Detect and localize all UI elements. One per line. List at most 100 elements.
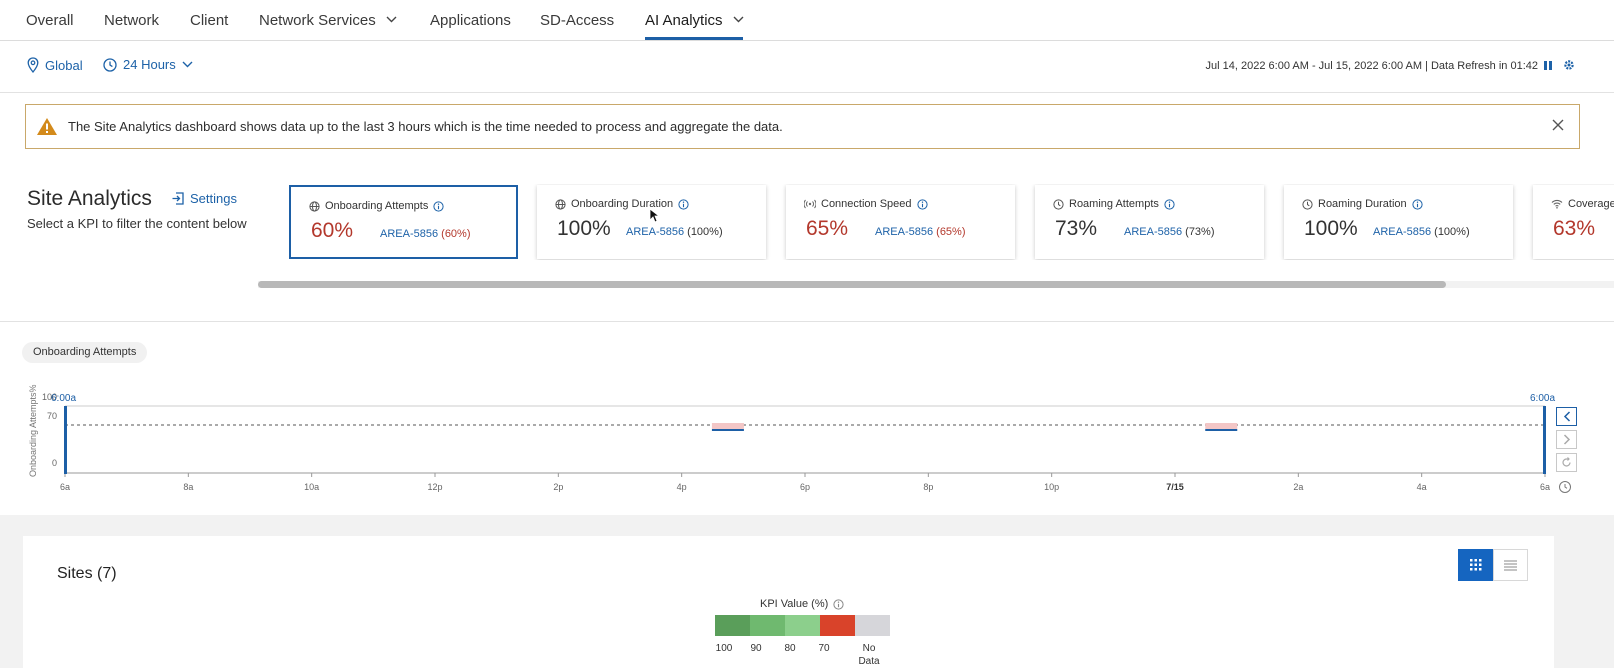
tab-label: AI Analytics — [645, 12, 723, 29]
legend-swatch — [750, 615, 785, 636]
x-tick-labels: 6a 8a 10a 12p 2p 4p 6p 8p 10p 7/15 2a 4a 6a — [60, 482, 1550, 492]
timeline-forward-button[interactable] — [1556, 430, 1577, 449]
location-selector[interactable]: Global — [27, 57, 83, 73]
tab-applications[interactable]: Applications — [430, 12, 511, 29]
tab-network-services[interactable]: Network Services — [259, 12, 397, 29]
kpi-card-onboarding-attempts[interactable]: Onboarding Attempts 60% AREA-5856 (60%) — [289, 185, 518, 259]
close-icon[interactable] — [1551, 118, 1565, 132]
kpi-card-onboarding-duration[interactable]: Onboarding Duration 100% AREA-5856 (100%… — [537, 185, 766, 259]
kpi-area: AREA-5856 (73%) — [1124, 226, 1215, 238]
active-tab-indicator — [645, 37, 743, 40]
kpi-area-name[interactable]: AREA-5856 — [1373, 226, 1432, 238]
pause-icon[interactable] — [1544, 61, 1552, 70]
info-icon[interactable] — [833, 598, 844, 610]
kpi-card-coverage[interactable]: Coverage 63% — [1533, 185, 1614, 259]
tab-ai-analytics[interactable]: AI Analytics — [645, 12, 744, 29]
tab-label: Client — [190, 12, 229, 29]
mouse-cursor-icon — [649, 208, 659, 223]
info-banner: The Site Analytics dashboard shows data … — [25, 104, 1580, 149]
legend-title-text: KPI Value (%) — [760, 598, 829, 610]
info-icon[interactable] — [1164, 198, 1175, 210]
kpi-scrollbar[interactable] — [258, 281, 1446, 288]
range-handle-start[interactable] — [64, 406, 67, 474]
signal-icon — [804, 199, 816, 209]
x-tick-label: 4p — [677, 482, 687, 492]
timeline-reset-button[interactable] — [1556, 453, 1577, 472]
x-tick-label: 8p — [923, 482, 933, 492]
settings-link[interactable]: Settings — [172, 191, 237, 206]
kpi-name: Onboarding Duration — [571, 198, 674, 210]
clock-icon — [1053, 198, 1064, 210]
globe-icon — [555, 198, 566, 210]
x-ticks — [64, 473, 1546, 477]
chevron-right-icon — [1563, 434, 1570, 445]
kpi-value: 100% — [557, 217, 611, 240]
time-range-label: 24 Hours — [123, 57, 176, 72]
list-icon — [1504, 560, 1517, 570]
list-view-button[interactable] — [1493, 549, 1528, 581]
location-pin-icon — [27, 57, 39, 73]
wifi-icon — [1551, 199, 1563, 209]
tab-client[interactable]: Client — [190, 12, 228, 29]
y-tick-label: 100 — [42, 392, 57, 402]
kpi-header: Roaming Attempts — [1053, 198, 1175, 210]
x-tick-label: 10p — [1044, 482, 1059, 492]
kpi-value: 60% — [311, 219, 354, 242]
y-axis-label: Onboarding Attempts% — [28, 384, 38, 477]
kpi-header: Connection Speed — [804, 198, 928, 210]
x-tick-label: 6a — [1540, 482, 1550, 492]
kpi-card-roaming-attempts[interactable]: Roaming Attempts 73% AREA-5856 (73%) — [1035, 185, 1264, 259]
x-tick-label: 2p — [553, 482, 563, 492]
grid-icon — [1469, 559, 1481, 571]
settings-icon — [172, 192, 184, 205]
x-tick-label: 8a — [183, 482, 193, 492]
kpi-area: AREA-5856 (100%) — [626, 226, 723, 238]
kpi-card-connection-speed[interactable]: Connection Speed 65% AREA-5856 (65%) — [786, 185, 1015, 259]
view-toggle — [1458, 549, 1528, 581]
sites-title: Sites (7) — [57, 565, 117, 582]
banner-message: The Site Analytics dashboard shows data … — [68, 119, 783, 134]
y-tick-label: 0 — [52, 458, 57, 468]
event-markers — [711, 423, 1238, 431]
tab-overall[interactable]: Overall — [26, 12, 74, 29]
tab-sd-access[interactable]: SD-Access — [540, 12, 614, 29]
kpi-area: AREA-5856 (100%) — [1373, 226, 1470, 238]
kpi-area-name[interactable]: AREA-5856 — [626, 226, 685, 238]
kpi-area-name[interactable]: AREA-5856 — [875, 226, 934, 238]
kpi-area-name[interactable]: AREA-5856 — [380, 228, 439, 240]
kpi-name: Roaming Attempts — [1069, 198, 1159, 210]
range-handle-end[interactable] — [1543, 406, 1546, 474]
info-icon[interactable] — [916, 198, 928, 210]
tab-network[interactable]: Network — [104, 12, 159, 29]
kpi-card-roaming-duration[interactable]: Roaming Duration 100% AREA-5856 (100%) — [1284, 185, 1513, 259]
kpi-header: Onboarding Duration — [555, 198, 689, 210]
event-marker[interactable] — [1205, 423, 1238, 429]
kpi-legend-bar — [715, 615, 890, 636]
time-range-selector[interactable]: 24 Hours — [103, 57, 193, 72]
x-tick-label: 10a — [304, 482, 319, 492]
kpi-area-name[interactable]: AREA-5856 — [1124, 226, 1183, 238]
date-range-text: Jul 14, 2022 6:00 AM - Jul 15, 2022 6:00… — [1205, 60, 1538, 72]
kpi-area-pct: (73%) — [1185, 226, 1215, 238]
timeline-back-button[interactable] — [1556, 407, 1577, 426]
range-end-label: 6:00a — [1530, 393, 1555, 404]
legend-label: 100 — [715, 643, 733, 654]
kpi-name: Coverage — [1568, 198, 1614, 210]
globe-icon — [309, 200, 320, 212]
chevron-left-icon — [1563, 411, 1570, 422]
chevron-down-icon — [386, 16, 397, 23]
event-marker[interactable] — [711, 423, 744, 429]
warning-icon — [37, 118, 57, 135]
kpi-header: Roaming Duration — [1302, 198, 1423, 210]
timeline-chart[interactable]: Onboarding Attempts% 100 70 0 6a 8a 10a 12p… — [0, 370, 1614, 500]
grid-view-button[interactable] — [1458, 549, 1493, 581]
info-icon[interactable] — [433, 200, 444, 212]
info-icon[interactable] — [1412, 198, 1423, 210]
clock-icon[interactable] — [1559, 481, 1571, 493]
kpi-chip: Onboarding Attempts — [22, 342, 148, 363]
clock-icon — [1302, 198, 1313, 210]
gear-icon[interactable] — [1563, 59, 1575, 71]
legend-label: 70 — [818, 643, 830, 654]
info-icon[interactable] — [678, 198, 689, 210]
page-subtitle: Select a KPI to filter the content below — [27, 216, 247, 231]
